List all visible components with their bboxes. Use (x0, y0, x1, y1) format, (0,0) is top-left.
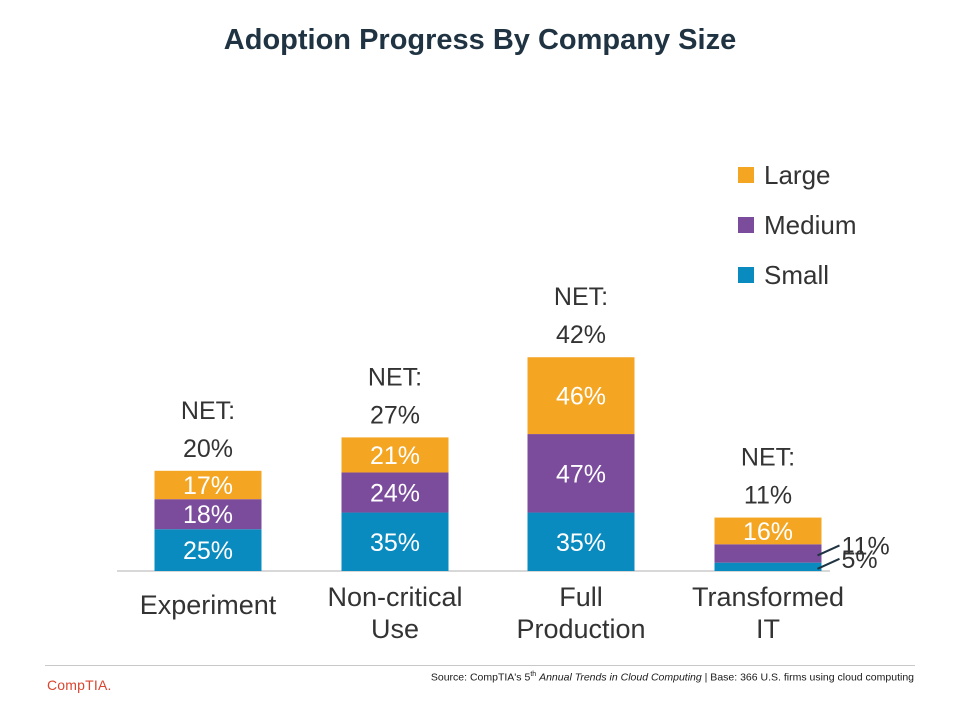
source-title: Annual Trends in Cloud Computing (539, 671, 702, 684)
net-label-0: NET: (181, 397, 235, 425)
net-value-1: 27% (370, 401, 420, 429)
data-label-small-2: 35% (556, 529, 606, 557)
bar-medium-3 (714, 544, 822, 563)
data-label-medium-0: 18% (183, 501, 233, 529)
bar-small-0 (154, 529, 262, 571)
net-value-3: 11% (744, 482, 792, 510)
legend-item-small: Small (738, 250, 856, 300)
data-label-medium-3: 11% (842, 532, 890, 560)
data-label-small-0: 25% (183, 537, 233, 565)
net-value-2: 42% (556, 321, 606, 349)
bar-small-1 (341, 512, 449, 571)
category-label-1-0: Non-critical (327, 582, 462, 612)
data-label-large-3: 16% (743, 518, 793, 546)
net-label-1: NET: (368, 363, 422, 391)
category-label-2-0: Full (559, 582, 603, 612)
legend-label-small: Small (764, 259, 830, 290)
legend-label-medium: Medium (764, 209, 857, 240)
bar-medium-2 (527, 434, 635, 513)
leader-line-small-3 (817, 557, 840, 570)
data-label-medium-1: 24% (370, 480, 420, 508)
comptia-logo: CompTIA. (47, 677, 112, 693)
legend-swatch-medium (738, 217, 754, 233)
data-label-small-1: 35% (370, 529, 420, 557)
category-label-3-1: IT (756, 614, 780, 644)
source-suffix: | Base: 366 U.S. firms using cloud compu… (701, 671, 914, 684)
net-label-2: NET: (554, 283, 608, 311)
bar-small-2 (527, 512, 635, 571)
legend-swatch-large (738, 167, 754, 183)
bar-large-0 (154, 470, 262, 500)
category-label-0-0: Experiment (140, 590, 277, 620)
bar-medium-0 (154, 499, 262, 530)
chart-title: Adoption Progress By Company Size (223, 24, 737, 56)
bar-medium-1 (341, 472, 449, 513)
legend: Large Medium Small (738, 150, 856, 300)
net-label-3: NET: (741, 444, 795, 472)
bar-large-1 (341, 437, 449, 473)
bar-large-2 (527, 357, 635, 435)
category-label-1-1: Use (371, 614, 419, 644)
data-label-large-1: 21% (370, 442, 420, 470)
legend-item-large: Large (738, 150, 856, 200)
legend-swatch-small (738, 267, 754, 283)
net-value-0: 20% (183, 435, 233, 463)
category-label-3-0: Transformed (692, 582, 844, 612)
data-label-large-2: 46% (556, 383, 606, 411)
bar-large-3 (714, 517, 822, 545)
footer-divider (45, 665, 915, 666)
legend-label-large: Large (764, 159, 831, 190)
leader-line-medium-3 (817, 544, 840, 557)
source-prefix: Source: CompTIA's 5 (430, 671, 531, 684)
category-label-2-1: Production (516, 614, 645, 644)
source-sup: th (530, 671, 537, 678)
bar-small-3 (714, 562, 822, 571)
data-label-small-3: 5% (842, 546, 878, 574)
legend-item-medium: Medium (738, 200, 856, 250)
data-label-medium-2: 47% (556, 460, 606, 488)
data-label-large-0: 17% (183, 472, 233, 500)
source-note: Source: CompTIA's 5th Annual Trends in C… (431, 671, 914, 684)
